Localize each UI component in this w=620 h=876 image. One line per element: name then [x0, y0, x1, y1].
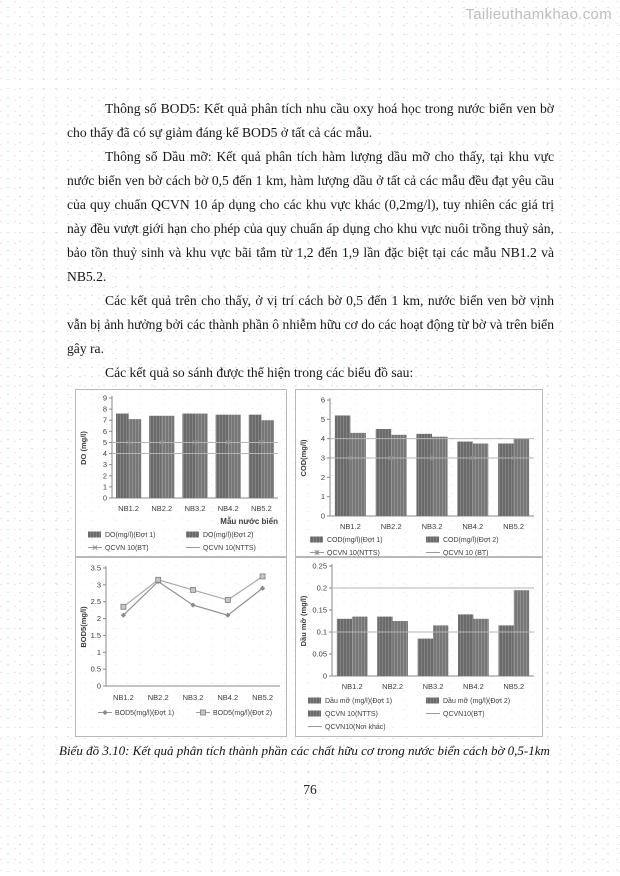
svg-text:QCVN 10(BT): QCVN 10(BT) [105, 545, 149, 552]
svg-text:DO(mg/l)(Đợt 2): DO(mg/l)(Đợt 2) [203, 532, 253, 539]
svg-text:NB3.2: NB3.2 [183, 693, 204, 702]
svg-text:NB5.2: NB5.2 [503, 682, 524, 691]
chart-canvas: 0 0.05 0.1 0.15 0.2 0.25 Dầu mỡ (mg/l) NB1.2 NB2… [299, 562, 534, 731]
charts-grid: 0 1 2 3 4 5 6 7 8 9 DO (mg/l) NB1.2 NB2.2 NB3.2 NB4.2 N… [75, 389, 554, 737]
svg-text:Mẫu nước biển: Mẫu nước biển [220, 517, 278, 526]
svg-text:NB2.2: NB2.2 [382, 682, 403, 691]
svg-text:QCVN 10(NTTS): QCVN 10(NTTS) [203, 545, 256, 552]
svg-text:NB1.2: NB1.2 [342, 682, 363, 691]
chart-canvas: 0 1 2 3 4 5 6 COD(mg/l) NB1.2 NB2.2 NB3.2 NB4.2 NB5.… [299, 396, 534, 557]
svg-text:QCVN 10(NTTS): QCVN 10(NTTS) [327, 550, 380, 556]
figure-caption: Biểu đồ 3.10: Kết quả phân tích thành ph… [59, 743, 550, 758]
svg-text:NB5.2: NB5.2 [503, 522, 524, 531]
svg-text:4: 4 [321, 434, 325, 443]
svg-text:0.2: 0.2 [317, 584, 327, 593]
svg-text:NB4.2: NB4.2 [218, 504, 239, 513]
svg-text:NB3.2: NB3.2 [185, 504, 206, 513]
svg-text:6: 6 [321, 396, 325, 405]
page-content: Thông số BOD5: Kết quả phân tích nhu cầu… [59, 97, 554, 759]
svg-text:3: 3 [97, 580, 101, 589]
paragraph-ket-qua: Các kết quả trên cho thấy, ở vị trí cách… [67, 293, 554, 356]
svg-text:0: 0 [321, 512, 325, 521]
svg-text:1.5: 1.5 [91, 631, 101, 640]
svg-text:2.5: 2.5 [91, 597, 101, 606]
do-chart: 0 1 2 3 4 5 6 7 8 9 DO (mg/l) NB1.2 NB2.2 NB3.2 NB4.2 N… [75, 389, 287, 557]
svg-text:0: 0 [103, 494, 107, 503]
svg-text:COD(mg/l): COD(mg/l) [299, 439, 308, 477]
svg-text:NB4.2: NB4.2 [217, 693, 238, 702]
svg-text:QCVN 10(NTTS): QCVN 10(NTTS) [325, 711, 378, 718]
svg-text:Dầu mỡ (mg/l)(Đợt 2): Dầu mỡ (mg/l)(Đợt 2) [443, 696, 510, 705]
svg-text:BOD5(mg/l)(Đợt 2): BOD5(mg/l)(Đợt 2) [213, 710, 272, 717]
svg-text:NB3.2: NB3.2 [423, 682, 444, 691]
svg-text:NB2.2: NB2.2 [151, 504, 172, 513]
svg-text:6: 6 [103, 427, 107, 436]
svg-text:BOD5(mg/l)(Đợt 1): BOD5(mg/l)(Đợt 1) [115, 710, 174, 717]
svg-text:COD(mg/l)(Đợt 1): COD(mg/l)(Đợt 1) [327, 537, 383, 544]
bod5-chart: 0 0.5 1 1.5 2 2.5 3 3.5 BOD5(mg/l) NB1.2 NB2.2 NB3.… [75, 557, 287, 737]
svg-text:1: 1 [321, 492, 325, 501]
chart-canvas: 0 0.5 1 1.5 2 2.5 3 3.5 BOD5(mg/l) NB1.2 NB2.2 NB3.… [79, 564, 280, 717]
oil-chart: 0 0.05 0.1 0.15 0.2 0.25 Dầu mỡ (mg/l) NB1.2 NB2… [295, 557, 543, 737]
svg-text:COD(mg/l)(Đợt 2): COD(mg/l)(Đợt 2) [443, 537, 499, 544]
svg-text:QCVN 10 (BT): QCVN 10 (BT) [443, 550, 489, 556]
svg-text:2: 2 [321, 473, 325, 482]
svg-text:NB1.2: NB1.2 [118, 504, 139, 513]
svg-text:4: 4 [103, 449, 107, 458]
paragraph-dau-mo: Thông số Dầu mỡ: Kết quả phân tích hàm l… [67, 149, 554, 284]
cod-chart: 0 1 2 3 4 5 6 COD(mg/l) NB1.2 NB2.2 NB3.2 NB4.2 NB5.… [295, 389, 543, 557]
svg-text:5: 5 [321, 415, 325, 424]
svg-text:0.25: 0.25 [312, 562, 327, 571]
svg-text:BOD5(mg/l): BOD5(mg/l) [79, 606, 88, 648]
svg-text:QCVN10(Nơi khác): QCVN10(Nơi khác) [325, 724, 386, 731]
svg-text:0.05: 0.05 [312, 650, 327, 659]
svg-text:1: 1 [103, 482, 107, 491]
svg-text:NB3.2: NB3.2 [422, 522, 443, 531]
svg-text:2: 2 [97, 614, 101, 623]
svg-text:DO (mg/l): DO (mg/l) [79, 431, 88, 465]
paragraph-bod5: Thông số BOD5: Kết quả phân tích nhu cầu… [67, 101, 554, 140]
svg-text:NB4.2: NB4.2 [463, 682, 484, 691]
svg-text:0: 0 [97, 682, 101, 691]
svg-text:7: 7 [103, 416, 107, 425]
page-number: 76 [303, 782, 317, 797]
paragraph-so-sanh: Các kết quả so sánh được thể hiện trong … [105, 365, 414, 380]
svg-text:NB1.2: NB1.2 [113, 693, 134, 702]
chart-canvas: 0 1 2 3 4 5 6 7 8 9 DO (mg/l) NB1.2 NB2.2 NB3.2 NB4.2 N… [79, 394, 278, 553]
svg-text:QCVN10(BT): QCVN10(BT) [443, 711, 485, 718]
svg-text:Dầu mỡ (mg/l)(Đợt 1): Dầu mỡ (mg/l)(Đợt 1) [325, 696, 392, 705]
svg-text:0.1: 0.1 [317, 628, 327, 637]
svg-text:3: 3 [321, 454, 325, 463]
svg-text:5: 5 [103, 438, 107, 447]
svg-text:NB2.2: NB2.2 [148, 693, 169, 702]
svg-text:NB5.2: NB5.2 [252, 693, 273, 702]
svg-text:0: 0 [323, 672, 327, 681]
watermark: Tailieuthamkhao.com [465, 6, 612, 23]
svg-text:1: 1 [97, 648, 101, 657]
svg-text:0.5: 0.5 [91, 665, 101, 674]
svg-text:0.15: 0.15 [312, 606, 327, 615]
svg-text:NB2.2: NB2.2 [381, 522, 402, 531]
svg-text:2: 2 [103, 471, 107, 480]
svg-text:3: 3 [103, 460, 107, 469]
svg-text:Dầu mỡ (mg/l): Dầu mỡ (mg/l) [299, 595, 308, 646]
svg-text:NB1.2: NB1.2 [340, 522, 361, 531]
svg-text:NB5.2: NB5.2 [251, 504, 272, 513]
svg-text:DO(mg/l)(Đợt 1): DO(mg/l)(Đợt 1) [105, 532, 155, 539]
svg-text:NB4.2: NB4.2 [462, 522, 483, 531]
svg-text:8: 8 [103, 405, 107, 414]
svg-text:3.5: 3.5 [91, 564, 101, 573]
svg-text:9: 9 [103, 394, 107, 403]
